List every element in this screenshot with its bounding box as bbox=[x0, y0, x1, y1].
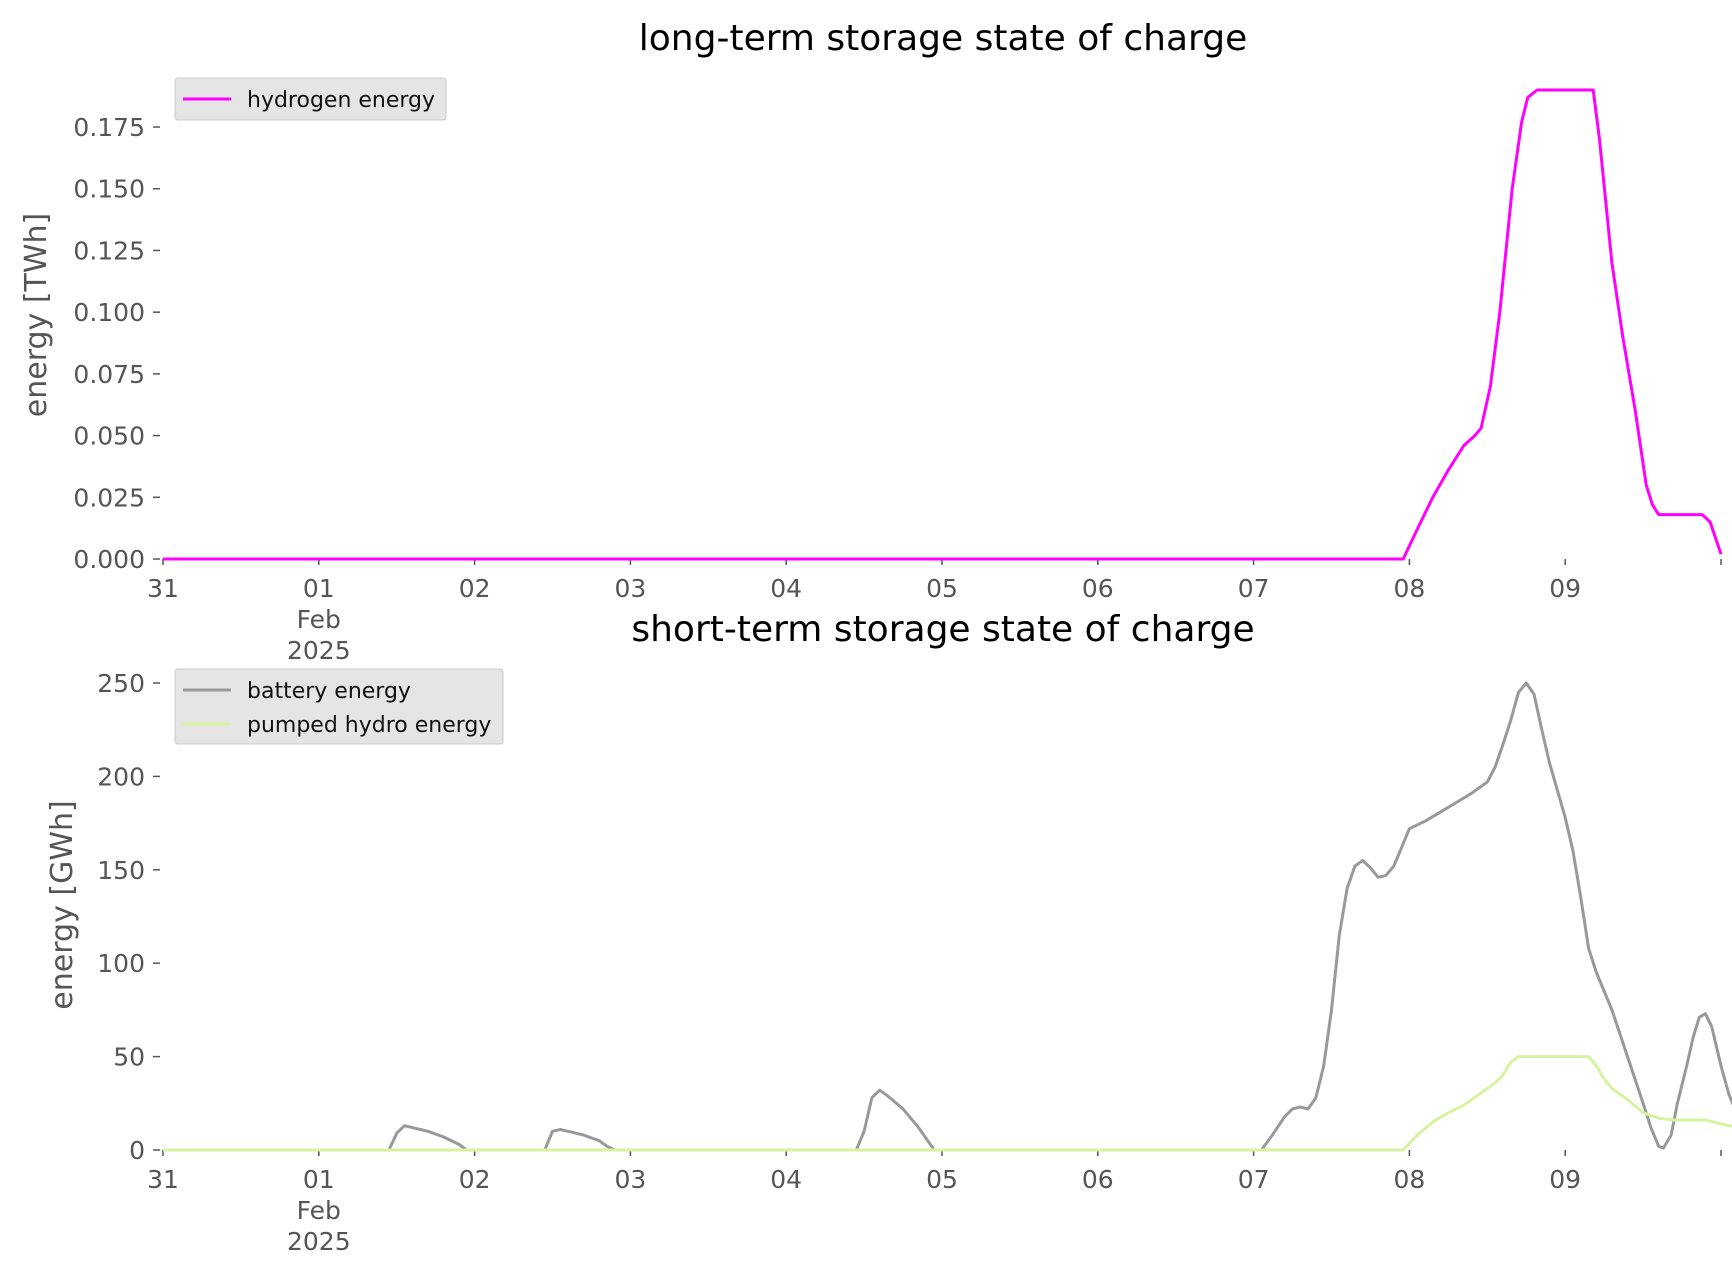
y-tick-label: 0.125 bbox=[73, 236, 145, 265]
y-tick-label: 0.100 bbox=[73, 298, 145, 327]
legend-label: pumped hydro energy bbox=[247, 713, 491, 738]
x-tick-label: 03 bbox=[614, 1165, 646, 1194]
legend-box bbox=[174, 77, 447, 121]
x-tick-label: 31 bbox=[147, 1165, 179, 1194]
x-tick-label: 04 bbox=[770, 574, 802, 603]
x-tick-label: 02 bbox=[459, 1165, 491, 1194]
x-tick-label: 06 bbox=[1082, 1165, 1114, 1194]
x-tick-label: 07 bbox=[1238, 574, 1270, 603]
chart-long-term: long-term storage state of charge energy… bbox=[19, 18, 1723, 665]
y-axis-label: energy [GWh] bbox=[45, 800, 80, 1009]
y-tick-label: 0.150 bbox=[73, 175, 145, 204]
x-tick-label: 05 bbox=[926, 574, 958, 603]
y-tick-label: 0.175 bbox=[73, 113, 145, 142]
x-tick-label: 08 bbox=[1393, 1165, 1425, 1194]
chart-title: short-term storage state of charge bbox=[631, 609, 1254, 650]
x-tick-label: 09 bbox=[1549, 574, 1581, 603]
legend-box bbox=[174, 668, 504, 745]
y-tick-label: 0.025 bbox=[73, 483, 145, 512]
series-line bbox=[163, 1055, 1732, 1152]
y-tick-label: 250 bbox=[97, 669, 145, 698]
legend: hydrogen energy bbox=[174, 77, 447, 121]
y-tick-label: 0.075 bbox=[73, 360, 145, 389]
chart-short-term: short-term storage state of charge energ… bbox=[45, 609, 1732, 1256]
plot-lines bbox=[163, 681, 1732, 1152]
x-tick-label: 03 bbox=[614, 574, 646, 603]
y-tick-label: 0.050 bbox=[73, 422, 145, 451]
y-axis: 0.000 0.025 0.050 0.075 0.100 0.125 0.150 0.175 bbox=[73, 113, 160, 574]
legend-label: battery energy bbox=[247, 679, 411, 704]
plot-lines bbox=[163, 88, 1723, 561]
y-axis-label: energy [TWh] bbox=[19, 213, 54, 417]
x-tick-label: 09 bbox=[1549, 1165, 1581, 1194]
x-axis: 31 01 Feb 2025 02 03 04 05 06 07 08 09 bbox=[147, 1150, 1722, 1256]
x-tick-label: 04 bbox=[770, 1165, 802, 1194]
y-tick-label: 0.000 bbox=[73, 545, 145, 574]
x-tick-label: 08 bbox=[1393, 574, 1425, 603]
x-tick-label: 31 bbox=[147, 574, 179, 603]
y-tick-label: 0 bbox=[129, 1136, 145, 1165]
legend: battery energy pumped hydro energy bbox=[174, 668, 504, 745]
chart-title: long-term storage state of charge bbox=[639, 18, 1247, 59]
x-tick-label: 01 Feb 2025 bbox=[287, 1165, 351, 1256]
y-tick-label: 50 bbox=[113, 1043, 145, 1072]
y-tick-label: 100 bbox=[97, 949, 145, 978]
x-tick-label: 05 bbox=[926, 1165, 958, 1194]
x-tick-label: 06 bbox=[1082, 574, 1114, 603]
x-tick-label: 07 bbox=[1238, 1165, 1270, 1194]
y-tick-label: 150 bbox=[97, 856, 145, 885]
series-line bbox=[163, 88, 1723, 561]
x-axis: 31 01 Feb 2025 02 03 04 05 06 07 08 09 bbox=[147, 559, 1722, 665]
series-line bbox=[163, 681, 1732, 1152]
y-tick-label: 200 bbox=[97, 762, 145, 791]
legend-label: hydrogen energy bbox=[247, 88, 435, 113]
y-axis: 0 50 100 150 200 250 bbox=[97, 669, 160, 1165]
x-tick-label: 01 Feb 2025 bbox=[287, 574, 351, 665]
x-tick-label: 02 bbox=[459, 574, 491, 603]
